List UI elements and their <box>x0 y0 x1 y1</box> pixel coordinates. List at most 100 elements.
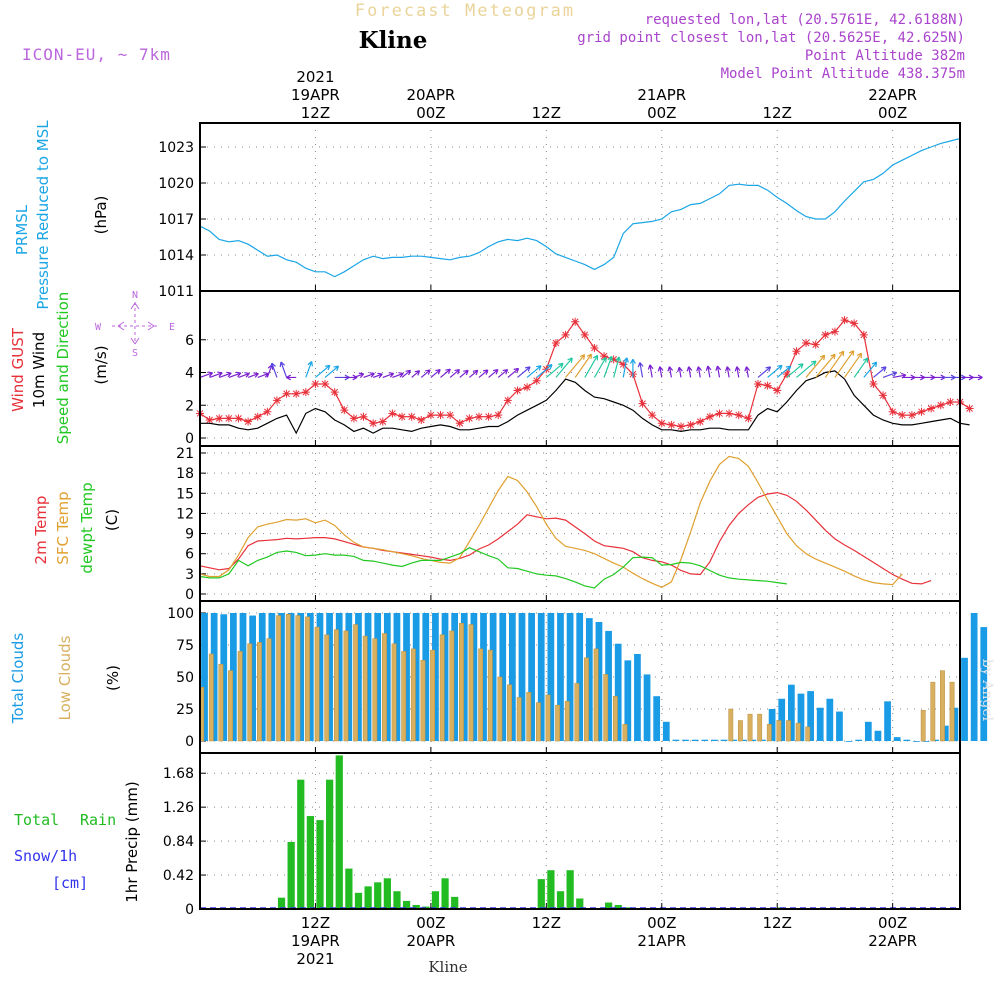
gust-marker <box>773 386 782 395</box>
wind-arrow <box>286 374 297 381</box>
total-cloud-bar <box>432 613 439 741</box>
wind-arrow <box>574 353 593 378</box>
low-cloud-bar <box>372 638 378 742</box>
top-time-label: 00Z <box>416 104 445 122</box>
wind-arrow <box>238 372 250 378</box>
temperature-panel: 0 3 6 9 12 15 18 21 <box>176 445 961 603</box>
y-tick-label: 18 <box>176 466 194 482</box>
low-cloud-bar <box>237 651 243 742</box>
total-cloud-bar <box>403 613 410 741</box>
total-cloud-bar <box>787 684 795 741</box>
total-cloud-bar <box>595 621 603 741</box>
dewpt-label: dewpt Temp <box>78 482 96 573</box>
total-cloud-bar <box>557 613 564 741</box>
temperature-labels: 2m Temp SFC Temp dewpt Temp (C) <box>32 482 121 573</box>
wind-arrow <box>667 366 674 378</box>
gust-marker <box>503 396 512 405</box>
chart-title: Forecast Meteogram <box>355 1 575 21</box>
total-cloud-bar <box>316 613 324 741</box>
gust-marker <box>917 407 926 416</box>
total-cloud-bar <box>393 613 401 741</box>
rain-bar <box>383 878 391 909</box>
wind-arrow <box>545 362 564 378</box>
wind-arrow <box>734 366 741 378</box>
rain-bar <box>326 779 334 909</box>
wind-arrow <box>478 369 489 378</box>
wind-unit: (m/s) <box>92 345 110 384</box>
top-time-label: 12Z <box>532 104 561 122</box>
wind-arrow <box>392 372 404 378</box>
wind-arrow <box>637 362 644 378</box>
speed-direction-label: Speed and Direction <box>54 292 72 445</box>
total-cloud-bar <box>893 737 901 741</box>
total-cloud-bar <box>864 721 872 741</box>
low-cloud-bar <box>940 670 945 742</box>
total-cloud-bar <box>278 613 285 741</box>
gust-marker <box>417 415 426 424</box>
total-cloud-bar <box>797 693 805 741</box>
wind-arrow <box>517 366 531 378</box>
y-tick-label: 0 <box>185 587 194 603</box>
wind-arrow <box>629 358 636 378</box>
total-cloud-bar <box>566 613 574 741</box>
rain-bar <box>354 892 363 909</box>
gust-marker <box>850 319 859 328</box>
rain-bar <box>576 898 584 909</box>
rain-bar <box>316 820 324 909</box>
low-cloud-bar <box>276 615 282 742</box>
grid-point-lonlat: grid point closest lon,lat (20.5625E, 42… <box>577 30 965 46</box>
total-cloud-bar <box>239 613 247 741</box>
total-cloud-bar <box>460 613 468 741</box>
total-cloud-bar <box>653 696 661 741</box>
rain-bar <box>556 891 565 909</box>
low-cloud-bar <box>218 663 224 742</box>
total-cloud-bar <box>701 739 709 741</box>
wind-arrow <box>686 366 693 378</box>
total-cloud-bar <box>480 613 487 741</box>
total-cloud-bar <box>547 613 555 741</box>
total-cloud-bar <box>201 613 208 741</box>
wind-frame <box>199 290 961 447</box>
precip-unit: 1hr Precip (mm) <box>123 781 141 902</box>
wind-labels: Wind GUST 10m Wind Speed and Direction (… <box>9 290 175 444</box>
total-cloud-bar <box>210 613 218 741</box>
wind-arrow <box>796 360 817 378</box>
wind-arrow <box>324 365 340 378</box>
bottom-time-label: 12Z <box>301 914 330 932</box>
wind-arrow <box>430 368 441 378</box>
wind-arrow <box>705 365 712 378</box>
total-cloud-bar <box>778 698 786 741</box>
wind-arrow <box>696 366 702 378</box>
precip-panel: 0 0.42 0.84 1.26 1.68 <box>163 752 961 918</box>
total-cloud-bar <box>412 613 420 741</box>
rain-bar <box>614 904 622 909</box>
low-cloud-bar <box>920 710 926 742</box>
low-cloud-bar <box>382 633 387 742</box>
rain-label: Rain <box>80 811 116 829</box>
top-time-label: 21APR <box>637 86 686 104</box>
wind-arrow <box>420 369 431 378</box>
total-cloud-bar <box>682 739 689 741</box>
rain-bar <box>393 891 401 909</box>
compass-w: W <box>95 322 102 333</box>
low-cloud-bar <box>266 638 272 742</box>
wind-arrow <box>744 366 751 378</box>
total-cloud-bar <box>903 739 911 741</box>
top-time-label: 22APR <box>868 86 917 104</box>
gust-marker <box>580 330 589 339</box>
total-cloud-bar <box>836 711 843 741</box>
total-cloud-bar <box>220 614 228 741</box>
rain-bar <box>287 841 295 909</box>
low-cloud-bar <box>420 660 426 742</box>
total-cloud-bar <box>941 725 949 741</box>
low-cloud-bar <box>487 649 493 742</box>
rain-bar <box>441 878 449 909</box>
wind-panel: 0 2 4 6 <box>185 290 983 447</box>
low-cloud-bar <box>584 657 589 742</box>
wind-arrow <box>757 366 772 378</box>
rain-bar <box>297 779 305 909</box>
low-cloud-bar <box>314 626 320 742</box>
gust-marker <box>619 360 628 369</box>
gust-marker <box>369 419 378 428</box>
